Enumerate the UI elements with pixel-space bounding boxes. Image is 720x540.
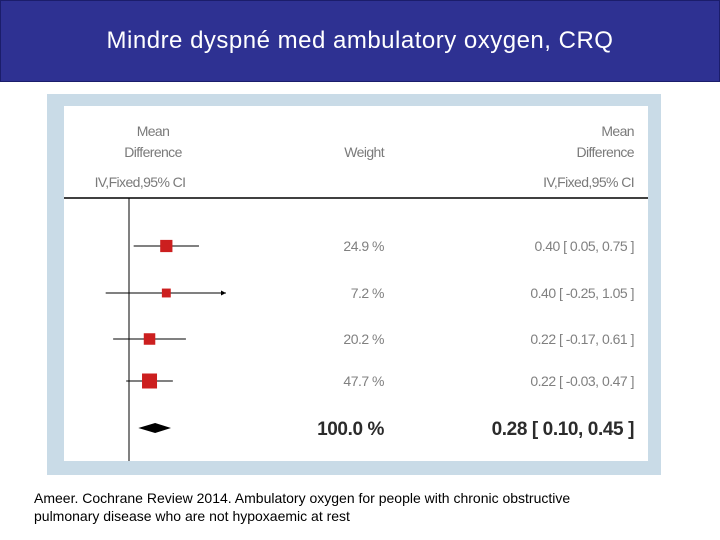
- right-header-line1: Mean: [601, 123, 634, 139]
- ci-label-2: 0.40 [ -0.25, 1.05 ]: [530, 285, 634, 301]
- slide-title: Mindre dyspné med ambulatory oxygen, CRQ: [106, 27, 614, 54]
- citation-caption: Ameer. Cochrane Review 2014. Ambulatory …: [34, 489, 694, 525]
- ci-label-3: 0.22 [ -0.17, 0.61 ]: [530, 331, 634, 347]
- weight-label-1: 24.9 %: [343, 238, 384, 254]
- weight-header: Weight: [344, 144, 384, 160]
- title-bar: Mindre dyspné med ambulatory oxygen, CRQ: [0, 0, 720, 82]
- effect-marker-3: [143, 333, 156, 345]
- effect-marker-1: [160, 239, 173, 253]
- caption-line1: Ameer. Cochrane Review 2014. Ambulatory …: [34, 490, 571, 506]
- weight-label-2: 7.2 %: [351, 285, 384, 301]
- effect-marker-4: [142, 373, 158, 389]
- right-header-line2: Difference: [576, 144, 634, 160]
- forest-plot: Mean Difference IV,Fixed,95% CI Weight M…: [64, 123, 648, 461]
- total-ci-label: 0.28 [ 0.10, 0.45 ]: [492, 419, 634, 440]
- forest-plot-frame: Mean Difference IV,Fixed,95% CI Weight M…: [47, 94, 661, 475]
- left-header-line2: Difference: [124, 144, 182, 160]
- weight-label-4: 47.7 %: [343, 373, 384, 389]
- ci-arrow-2: [221, 290, 226, 296]
- weight-label-3: 20.2 %: [343, 331, 384, 347]
- total-diamond: [138, 423, 171, 433]
- right-header-line3: IV,Fixed,95% CI: [543, 174, 634, 190]
- caption-line2: pulmonary disease who are not hypoxaemic…: [34, 508, 350, 524]
- left-header-line3: IV,Fixed,95% CI: [95, 174, 186, 190]
- effect-marker-2: [161, 288, 171, 298]
- left-header-line1: Mean: [137, 123, 170, 139]
- ci-label-4: 0.22 [ -0.03, 0.47 ]: [530, 373, 634, 389]
- ci-label-1: 0.40 [ 0.05, 0.75 ]: [535, 238, 634, 254]
- forest-plot-panel: Mean Difference IV,Fixed,95% CI Weight M…: [64, 106, 648, 461]
- total-weight-label: 100.0 %: [317, 419, 384, 440]
